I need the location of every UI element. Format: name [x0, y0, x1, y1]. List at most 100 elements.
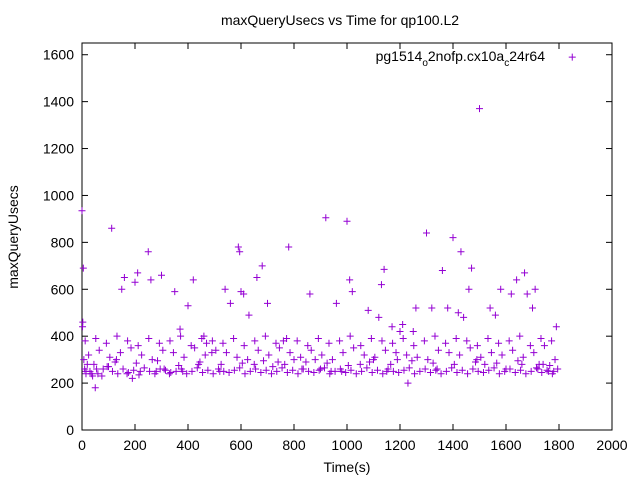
data-point: [234, 243, 242, 251]
data-point: [519, 353, 527, 361]
data-point: [214, 365, 222, 373]
data-point: [429, 359, 437, 367]
legend-label-part-2: 2nofp.cx10a: [428, 48, 504, 64]
data-point: [323, 359, 331, 367]
data-point: [497, 285, 505, 293]
data-point: [380, 265, 388, 273]
data-point: [175, 362, 183, 369]
data-point: [82, 367, 90, 375]
data-point: [346, 332, 354, 340]
data-point: [199, 369, 207, 377]
data-point: [426, 369, 434, 377]
x-axis-ticks: 0 200 400 600 800 1000 1200 1400 1600 1800 2000: [78, 43, 628, 453]
data-point: [154, 357, 162, 365]
data-point: [78, 207, 86, 215]
data-point: [322, 214, 330, 222]
data-point: [265, 351, 273, 359]
data-point: [204, 366, 212, 374]
data-point: [404, 379, 412, 387]
data-point: [428, 304, 436, 312]
data-point: [548, 337, 556, 345]
data-point: [233, 353, 241, 361]
data-point: [196, 358, 204, 366]
data-point: [144, 248, 152, 256]
data-point: [272, 339, 280, 347]
data-point: [408, 357, 416, 365]
data-point: [457, 248, 465, 256]
data-point: [423, 229, 430, 237]
data-point: [274, 358, 282, 366]
data-point: [487, 349, 495, 357]
data-point: [498, 351, 506, 359]
data-point: [495, 370, 503, 378]
data-point: [336, 365, 344, 373]
data-point: [389, 367, 397, 375]
data-point: [378, 337, 386, 345]
data-point: [83, 360, 91, 368]
data-point: [91, 384, 99, 392]
data-point: [416, 367, 424, 375]
data-point: [219, 339, 227, 347]
data-point: [543, 366, 551, 374]
data-point: [253, 274, 261, 282]
data-point: [130, 366, 138, 374]
data-point: [371, 353, 379, 361]
data-point: [339, 349, 347, 357]
data-point: [403, 351, 411, 359]
x-tick-label: 600: [229, 437, 253, 453]
data-point: [177, 365, 185, 373]
data-point: [221, 285, 229, 293]
data-point: [389, 339, 397, 347]
data-point: [176, 325, 184, 333]
data-point: [486, 304, 494, 312]
data-point: [198, 335, 206, 343]
data-point: [226, 299, 234, 307]
data-point: [165, 370, 173, 378]
data-point: [81, 337, 89, 345]
data-point: [343, 217, 351, 225]
data-point: [297, 353, 305, 361]
data-point: [273, 367, 281, 375]
data-point: [364, 306, 372, 314]
data-point: [304, 342, 312, 350]
data-point: [432, 366, 440, 374]
data-point: [314, 335, 322, 343]
data-point: [348, 288, 356, 296]
data-point: [554, 365, 562, 373]
data-point: [264, 299, 271, 307]
data-point: [240, 342, 248, 350]
data-point: [477, 353, 485, 361]
y-tick-label: 1000: [43, 187, 74, 203]
data-point: [448, 364, 456, 372]
data-point: [458, 366, 466, 374]
data-point: [529, 304, 536, 312]
data-point: [433, 365, 441, 373]
data-point: [241, 370, 249, 378]
data-point: [240, 290, 248, 298]
data-point: [257, 369, 265, 377]
data-point: [454, 309, 462, 317]
data-point: [466, 344, 474, 352]
data-point: [375, 313, 383, 321]
data-point: [134, 269, 142, 277]
data-point: [92, 335, 100, 343]
data-point: [106, 353, 114, 361]
data-point: [479, 369, 487, 377]
data-point: [551, 356, 559, 364]
data-point: [344, 362, 352, 369]
data-point: [456, 351, 464, 359]
data-point: [225, 369, 233, 377]
data-point: [493, 359, 501, 367]
data-point: [469, 365, 477, 373]
x-tick-label: 800: [282, 437, 306, 453]
x-tick-label: 200: [123, 437, 147, 453]
data-point: [410, 342, 418, 350]
data-point: [437, 370, 445, 378]
data-point: [377, 281, 385, 289]
data-point: [346, 276, 354, 284]
data-point: [395, 369, 403, 377]
data-point: [135, 371, 143, 379]
legend-label-part-1: pg1514: [376, 48, 423, 64]
x-tick-label: 1600: [490, 437, 521, 453]
